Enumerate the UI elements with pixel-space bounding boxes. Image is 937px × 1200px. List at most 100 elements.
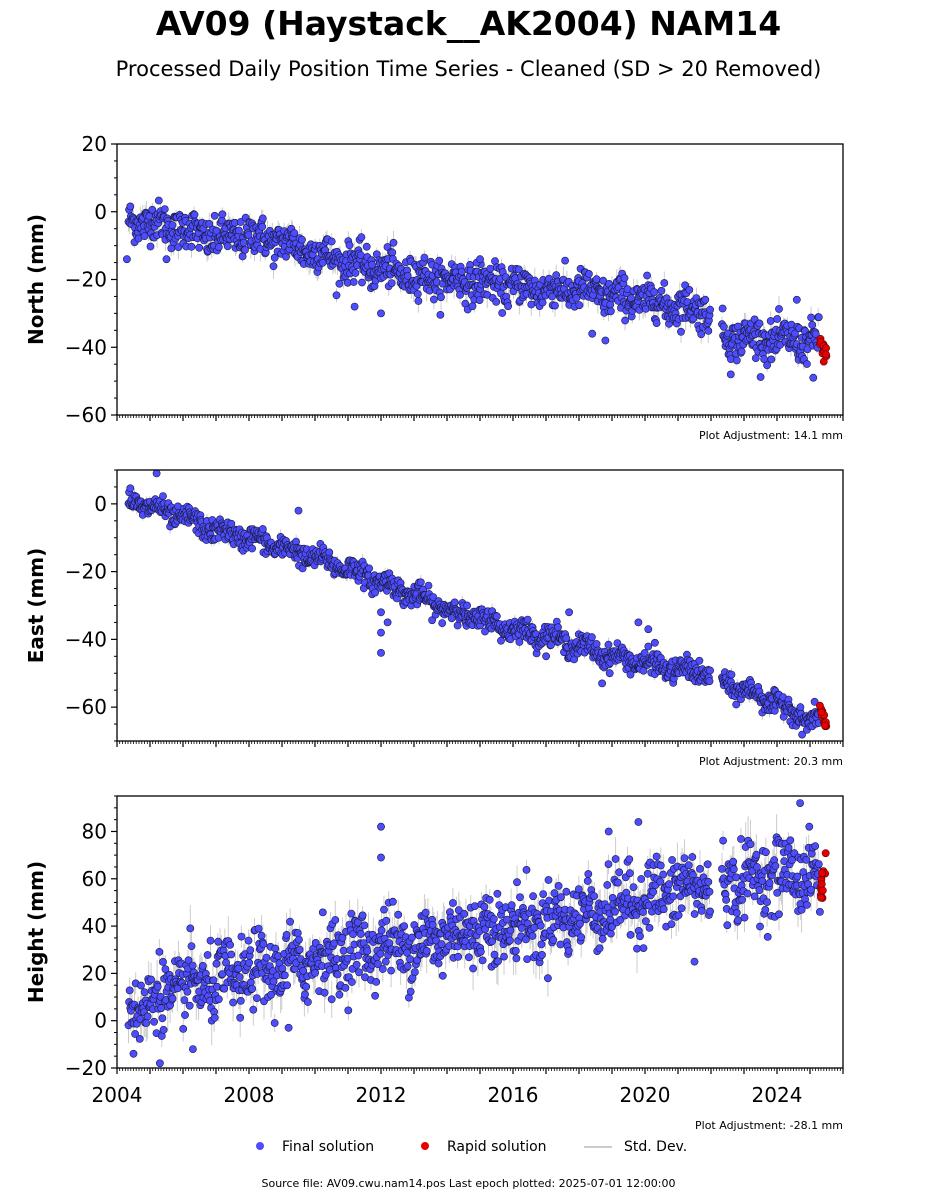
final-point [727, 670, 736, 679]
final-point [185, 1001, 194, 1010]
final-point [807, 313, 815, 322]
final-point [283, 981, 291, 990]
final-point [808, 320, 817, 329]
final-point [368, 260, 376, 269]
final-point [159, 492, 167, 500]
final-point [383, 618, 392, 627]
final-point [767, 355, 776, 364]
final-point [561, 256, 569, 265]
final-point [562, 634, 571, 643]
chart-title: AV09 (Haystack__AK2004) NAM14 [155, 4, 782, 43]
final-point [236, 218, 245, 226]
final-point [145, 212, 154, 221]
final-point [652, 319, 661, 327]
final-point [413, 290, 422, 298]
final-point [270, 1019, 279, 1027]
final-point [333, 970, 342, 979]
final-point [181, 1011, 189, 1019]
north-final-points [123, 196, 823, 382]
final-point [428, 616, 436, 625]
final-point [463, 601, 471, 610]
y-tick-label: −60 [65, 695, 107, 719]
final-point [210, 211, 219, 220]
east-axes-frame [116, 469, 844, 742]
final-point [657, 286, 666, 295]
final-point [809, 373, 818, 382]
final-point [450, 598, 459, 607]
final-point [814, 313, 823, 322]
final-point [592, 640, 601, 648]
final-point [436, 310, 445, 319]
final-point [704, 326, 713, 335]
final-point [435, 256, 444, 265]
final-point [311, 969, 319, 977]
final-point [492, 297, 501, 306]
final-point [158, 1014, 167, 1023]
final-point [270, 253, 279, 262]
final-point [651, 638, 659, 647]
final-point [538, 298, 547, 307]
final-point [468, 302, 477, 311]
final-point [588, 633, 596, 642]
final-point [732, 700, 741, 709]
final-point [358, 278, 366, 287]
final-point [258, 214, 267, 223]
final-point [137, 981, 145, 990]
final-point [301, 990, 309, 999]
final-point [365, 564, 373, 573]
final-point [223, 242, 232, 251]
final-point [152, 469, 161, 478]
final-point [237, 932, 246, 941]
rapid-point [821, 721, 829, 730]
final-point [183, 987, 192, 996]
y-tick-label: −40 [65, 627, 107, 651]
final-point [147, 975, 155, 984]
final-point [150, 1017, 158, 1026]
east-final-points [124, 469, 823, 739]
final-point [252, 994, 261, 1002]
final-point [810, 697, 819, 706]
final-point [697, 330, 706, 339]
final-point [290, 229, 299, 238]
final-point [798, 730, 806, 739]
final-point [140, 988, 149, 997]
north-panel: 20 0 −20 −40 −60 North (mm) [24, 132, 844, 427]
final-point [131, 1030, 139, 1038]
final-point [613, 639, 622, 647]
final-point [168, 994, 177, 1003]
final-point [187, 242, 196, 251]
final-point [254, 924, 263, 933]
final-point [796, 703, 805, 712]
final-point [377, 608, 385, 617]
final-point [246, 978, 255, 987]
final-point [332, 291, 341, 300]
final-point [327, 995, 336, 1004]
final-point [620, 274, 629, 282]
final-point [644, 625, 653, 634]
final-point [706, 666, 714, 675]
final-point [160, 205, 169, 213]
final-point [388, 248, 397, 257]
final-point [126, 484, 135, 493]
final-point [515, 638, 524, 646]
final-point [179, 1025, 188, 1033]
final-point [523, 615, 532, 624]
final-point [643, 271, 651, 280]
final-point [154, 196, 163, 205]
final-point [195, 243, 204, 252]
final-point [148, 205, 157, 214]
final-point [162, 255, 171, 264]
rapid-point [822, 350, 830, 359]
final-point [377, 649, 385, 657]
final-point [236, 1013, 245, 1022]
final-point [634, 618, 643, 627]
final-point [644, 642, 653, 651]
final-point [267, 990, 275, 999]
final-point [168, 221, 177, 230]
final-point [371, 588, 379, 597]
final-point [184, 956, 193, 965]
final-point [235, 226, 243, 235]
final-point [142, 1019, 151, 1027]
final-point [258, 222, 267, 231]
